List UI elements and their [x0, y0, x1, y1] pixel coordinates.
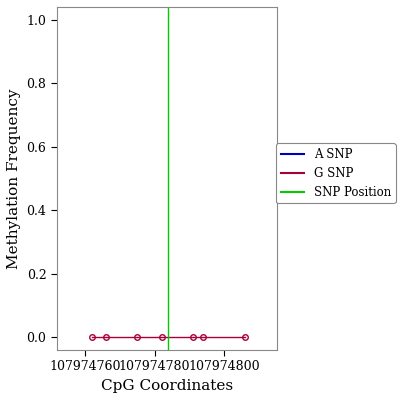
X-axis label: CpG Coordinates: CpG Coordinates [101, 379, 233, 393]
Legend: A SNP, G SNP, SNP Position: A SNP, G SNP, SNP Position [276, 143, 396, 204]
Y-axis label: Methylation Frequency: Methylation Frequency [7, 88, 21, 269]
